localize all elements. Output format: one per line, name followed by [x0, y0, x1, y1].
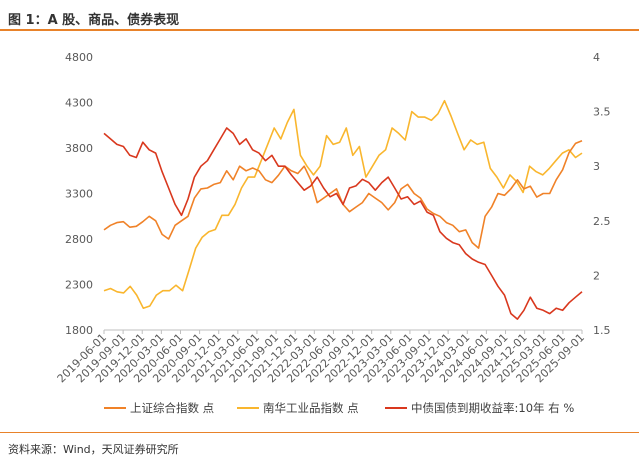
y-left-tick-labels: 1800 2300 2800 3300 3800 4300 4800: [65, 51, 93, 337]
figure-title: 图 1：A 股、商品、债券表现: [8, 13, 180, 28]
y-right-tick-4: 3.5: [593, 106, 611, 119]
y-right-tick-0: 1.5: [593, 324, 611, 337]
footer-rule: [0, 432, 639, 433]
y-left-tick-1: 2300: [65, 279, 93, 292]
source-note: 资料来源：Wind，天风证券研究所: [8, 443, 179, 456]
y-right-tick-1: 2: [593, 269, 600, 282]
y-right-tick-3: 3: [593, 160, 600, 173]
series-lines: [103, 99, 583, 320]
y-left-tick-2: 2800: [65, 233, 93, 246]
x-tick-labels: 2019-06-012019-09-012019-12-012020-03-01…: [55, 330, 587, 385]
series-line-0: [103, 139, 583, 249]
chart: 1800 2300 2800 3300 3800 4300 4800 1.5 2 2.5 3 3.5…: [55, 51, 611, 415]
y-right-tick-labels: 1.5 2 2.5 3 3.5 4: [593, 51, 611, 337]
series-line-2: [103, 127, 583, 320]
legend-label-0: 上证综合指数 点: [130, 401, 214, 415]
y-left-tick-5: 4300: [65, 97, 93, 110]
y-left-tick-0: 1800: [65, 324, 93, 337]
title-rule: [0, 29, 639, 31]
y-right-tick-5: 4: [593, 51, 600, 64]
legend-label-1: 南华工业品指数 点: [263, 401, 359, 415]
legend: 上证综合指数 点 南华工业品指数 点 中债国债到期收益率:10年 右 %: [104, 401, 574, 415]
y-right-tick-2: 2.5: [593, 215, 611, 228]
y-left-tick-3: 3300: [65, 188, 93, 201]
y-left-tick-4: 3800: [65, 142, 93, 155]
series-line-1: [103, 99, 583, 310]
y-left-tick-6: 4800: [65, 51, 93, 64]
legend-label-2: 中债国债到期收益率:10年 右 %: [411, 401, 574, 415]
